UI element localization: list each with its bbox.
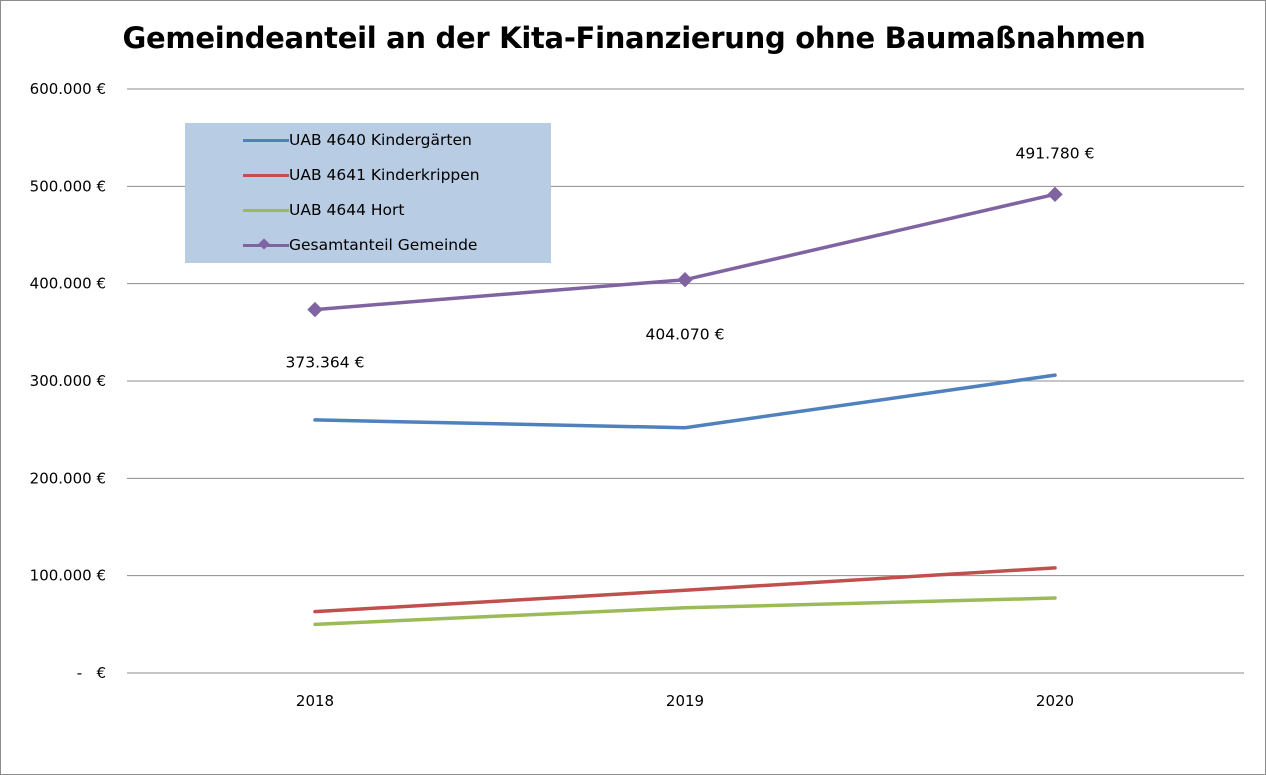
legend-line-swatch <box>243 139 289 142</box>
data-label: 373.364 € <box>286 354 365 372</box>
y-tick-label: 400.000 € <box>30 275 106 293</box>
data-point-marker <box>1047 186 1063 203</box>
x-tick-label: 2019 <box>666 692 704 710</box>
legend-line-swatch <box>243 209 289 212</box>
y-tick-label: 300.000 € <box>30 372 106 390</box>
series-line-0 <box>313 373 1057 430</box>
legend-item: UAB 4641 Kinderkrippen <box>185 164 551 188</box>
legend-label: UAB 4640 Kindergärten <box>289 131 472 149</box>
y-tick-label: - € <box>77 664 106 682</box>
legend-item: UAB 4640 Kindergärten <box>185 129 551 153</box>
legend-label: UAB 4641 Kinderkrippen <box>289 166 480 184</box>
x-tick-label: 2020 <box>1036 692 1074 710</box>
y-tick-label: 600.000 € <box>30 80 106 98</box>
series-line-1 <box>313 566 1057 614</box>
data-label: 491.780 € <box>1016 144 1095 162</box>
data-point-marker <box>307 301 323 318</box>
x-tick-label: 2018 <box>296 692 334 710</box>
y-tick-label: 200.000 € <box>30 469 106 487</box>
legend-diamond-marker <box>258 238 270 250</box>
legend-item: UAB 4644 Hort <box>185 199 551 223</box>
chart-title: Gemeindeanteil an der Kita-Finanzierung … <box>122 21 1146 55</box>
y-tick-label: 100.000 € <box>30 567 106 585</box>
series-line-2 <box>313 596 1057 627</box>
chart-legend: UAB 4640 Kindergärten UAB 4641 Kinderkrip… <box>185 123 551 263</box>
data-point-marker <box>677 271 693 288</box>
data-label: 404.070 € <box>646 326 725 344</box>
legend-line-swatch <box>243 174 289 177</box>
legend-label: Gesamtanteil Gemeinde <box>289 236 478 254</box>
y-tick-label: 500.000 € <box>30 177 106 195</box>
legend-item: Gesamtanteil Gemeinde <box>185 234 551 258</box>
legend-label: UAB 4644 Hort <box>289 201 405 219</box>
